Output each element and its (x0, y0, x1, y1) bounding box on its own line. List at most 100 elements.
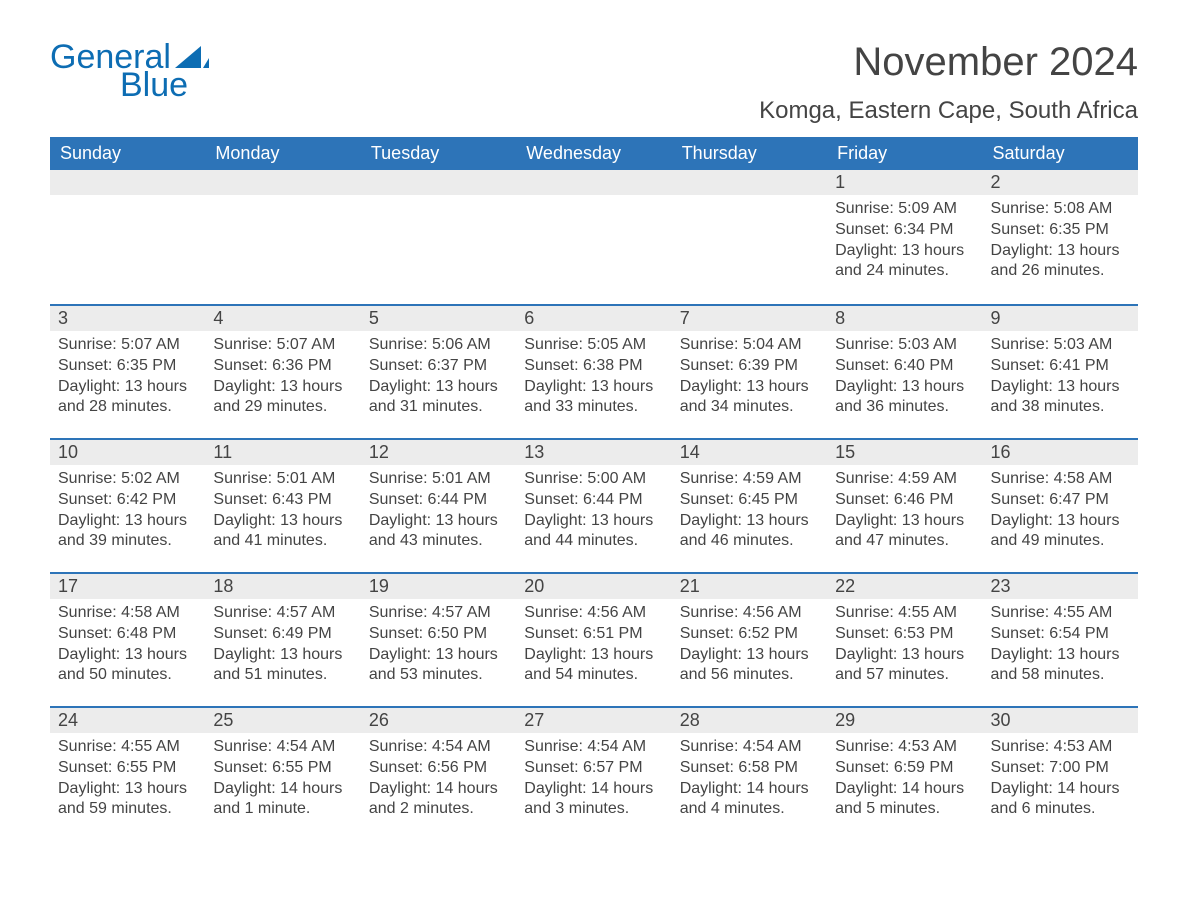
weekday-header: Wednesday (516, 137, 671, 170)
weekday-header: Saturday (983, 137, 1138, 170)
day-detail-line: Sunrise: 5:07 AM (58, 335, 197, 356)
calendar-day-cell: 26Sunrise: 4:54 AMSunset: 6:56 PMDayligh… (361, 706, 516, 840)
empty-day-strip (361, 170, 516, 195)
day-number: 12 (361, 438, 516, 465)
day-detail-line: Sunset: 6:35 PM (58, 356, 197, 377)
weekday-header: Friday (827, 137, 982, 170)
day-detail-line: Sunset: 6:47 PM (991, 490, 1130, 511)
calendar-day-cell: 10Sunrise: 5:02 AMSunset: 6:42 PMDayligh… (50, 438, 205, 572)
calendar-day-cell: 21Sunrise: 4:56 AMSunset: 6:52 PMDayligh… (672, 572, 827, 706)
day-details: Sunrise: 5:07 AMSunset: 6:36 PMDaylight:… (205, 331, 360, 426)
day-detail-line: Sunset: 7:00 PM (991, 758, 1130, 779)
day-detail-line: Daylight: 14 hours (369, 779, 508, 800)
day-detail-line: Daylight: 13 hours (680, 511, 819, 532)
calendar-day-cell: 19Sunrise: 4:57 AMSunset: 6:50 PMDayligh… (361, 572, 516, 706)
day-detail-line: Sunrise: 5:03 AM (991, 335, 1130, 356)
day-number: 23 (983, 572, 1138, 599)
day-detail-line: and 57 minutes. (835, 665, 974, 686)
calendar-day-cell: 2Sunrise: 5:08 AMSunset: 6:35 PMDaylight… (983, 170, 1138, 304)
calendar-day-cell: 8Sunrise: 5:03 AMSunset: 6:40 PMDaylight… (827, 304, 982, 438)
day-details: Sunrise: 4:53 AMSunset: 6:59 PMDaylight:… (827, 733, 982, 828)
calendar-day-cell (205, 170, 360, 304)
day-detail-line: Sunrise: 4:57 AM (369, 603, 508, 624)
day-details: Sunrise: 5:04 AMSunset: 6:39 PMDaylight:… (672, 331, 827, 426)
day-details: Sunrise: 5:01 AMSunset: 6:43 PMDaylight:… (205, 465, 360, 560)
day-details: Sunrise: 4:57 AMSunset: 6:50 PMDaylight:… (361, 599, 516, 694)
day-details: Sunrise: 4:56 AMSunset: 6:52 PMDaylight:… (672, 599, 827, 694)
calendar-day-cell: 23Sunrise: 4:55 AMSunset: 6:54 PMDayligh… (983, 572, 1138, 706)
day-detail-line: Sunset: 6:42 PM (58, 490, 197, 511)
day-detail-line: Sunset: 6:53 PM (835, 624, 974, 645)
day-number: 24 (50, 706, 205, 733)
calendar-day-cell (516, 170, 671, 304)
day-details: Sunrise: 5:02 AMSunset: 6:42 PMDaylight:… (50, 465, 205, 560)
day-detail-line: Sunset: 6:44 PM (524, 490, 663, 511)
calendar-day-cell: 22Sunrise: 4:55 AMSunset: 6:53 PMDayligh… (827, 572, 982, 706)
day-detail-line: Sunrise: 5:04 AM (680, 335, 819, 356)
day-detail-line: and 29 minutes. (213, 397, 352, 418)
day-detail-line: Sunrise: 4:54 AM (680, 737, 819, 758)
day-number: 15 (827, 438, 982, 465)
day-detail-line: Sunrise: 5:01 AM (213, 469, 352, 490)
day-details: Sunrise: 5:07 AMSunset: 6:35 PMDaylight:… (50, 331, 205, 426)
day-detail-line: and 50 minutes. (58, 665, 197, 686)
day-detail-line: Sunset: 6:49 PM (213, 624, 352, 645)
day-detail-line: Sunset: 6:36 PM (213, 356, 352, 377)
day-number: 29 (827, 706, 982, 733)
day-details: Sunrise: 4:59 AMSunset: 6:45 PMDaylight:… (672, 465, 827, 560)
calendar-day-cell (50, 170, 205, 304)
calendar-day-cell: 3Sunrise: 5:07 AMSunset: 6:35 PMDaylight… (50, 304, 205, 438)
page-header: General Blue November 2024 Komga, Easter… (50, 40, 1138, 125)
day-detail-line: Daylight: 13 hours (680, 377, 819, 398)
day-detail-line: Sunrise: 4:55 AM (835, 603, 974, 624)
day-detail-line: Daylight: 13 hours (58, 779, 197, 800)
day-details: Sunrise: 4:54 AMSunset: 6:57 PMDaylight:… (516, 733, 671, 828)
day-detail-line: Sunrise: 5:06 AM (369, 335, 508, 356)
day-detail-line: Daylight: 13 hours (835, 645, 974, 666)
day-details: Sunrise: 5:00 AMSunset: 6:44 PMDaylight:… (516, 465, 671, 560)
calendar-day-cell: 28Sunrise: 4:54 AMSunset: 6:58 PMDayligh… (672, 706, 827, 840)
day-detail-line: Sunrise: 5:02 AM (58, 469, 197, 490)
day-detail-line: and 4 minutes. (680, 799, 819, 820)
day-detail-line: Daylight: 13 hours (213, 511, 352, 532)
day-detail-line: Sunrise: 4:54 AM (524, 737, 663, 758)
day-number: 14 (672, 438, 827, 465)
day-detail-line: Daylight: 13 hours (524, 645, 663, 666)
day-detail-line: Daylight: 13 hours (58, 645, 197, 666)
logo-word2: Blue (120, 68, 209, 102)
location-subtitle: Komga, Eastern Cape, South Africa (759, 97, 1138, 125)
empty-day-strip (50, 170, 205, 195)
day-detail-line: Sunrise: 5:09 AM (835, 199, 974, 220)
day-number: 13 (516, 438, 671, 465)
day-detail-line: and 6 minutes. (991, 799, 1130, 820)
calendar-day-cell: 15Sunrise: 4:59 AMSunset: 6:46 PMDayligh… (827, 438, 982, 572)
day-detail-line: and 33 minutes. (524, 397, 663, 418)
day-detail-line: Sunrise: 5:00 AM (524, 469, 663, 490)
calendar-day-cell (672, 170, 827, 304)
day-detail-line: Daylight: 13 hours (524, 511, 663, 532)
day-detail-line: and 39 minutes. (58, 531, 197, 552)
day-number: 17 (50, 572, 205, 599)
day-number: 20 (516, 572, 671, 599)
calendar-day-cell: 9Sunrise: 5:03 AMSunset: 6:41 PMDaylight… (983, 304, 1138, 438)
day-detail-line: Daylight: 13 hours (835, 511, 974, 532)
day-detail-line: Sunset: 6:57 PM (524, 758, 663, 779)
day-details: Sunrise: 4:56 AMSunset: 6:51 PMDaylight:… (516, 599, 671, 694)
day-detail-line: Sunrise: 4:53 AM (991, 737, 1130, 758)
day-details: Sunrise: 5:03 AMSunset: 6:41 PMDaylight:… (983, 331, 1138, 426)
day-detail-line: Sunset: 6:59 PM (835, 758, 974, 779)
title-block: November 2024 Komga, Eastern Cape, South… (759, 40, 1138, 125)
calendar-day-cell: 12Sunrise: 5:01 AMSunset: 6:44 PMDayligh… (361, 438, 516, 572)
day-detail-line: Sunset: 6:55 PM (213, 758, 352, 779)
day-details: Sunrise: 4:55 AMSunset: 6:55 PMDaylight:… (50, 733, 205, 828)
day-detail-line: Sunrise: 5:01 AM (369, 469, 508, 490)
day-detail-line: and 31 minutes. (369, 397, 508, 418)
calendar-day-cell: 13Sunrise: 5:00 AMSunset: 6:44 PMDayligh… (516, 438, 671, 572)
day-detail-line: Sunset: 6:41 PM (991, 356, 1130, 377)
calendar-day-cell: 11Sunrise: 5:01 AMSunset: 6:43 PMDayligh… (205, 438, 360, 572)
day-detail-line: and 56 minutes. (680, 665, 819, 686)
day-details: Sunrise: 4:58 AMSunset: 6:47 PMDaylight:… (983, 465, 1138, 560)
day-detail-line: and 26 minutes. (991, 261, 1130, 282)
day-details: Sunrise: 4:58 AMSunset: 6:48 PMDaylight:… (50, 599, 205, 694)
day-details: Sunrise: 4:55 AMSunset: 6:53 PMDaylight:… (827, 599, 982, 694)
